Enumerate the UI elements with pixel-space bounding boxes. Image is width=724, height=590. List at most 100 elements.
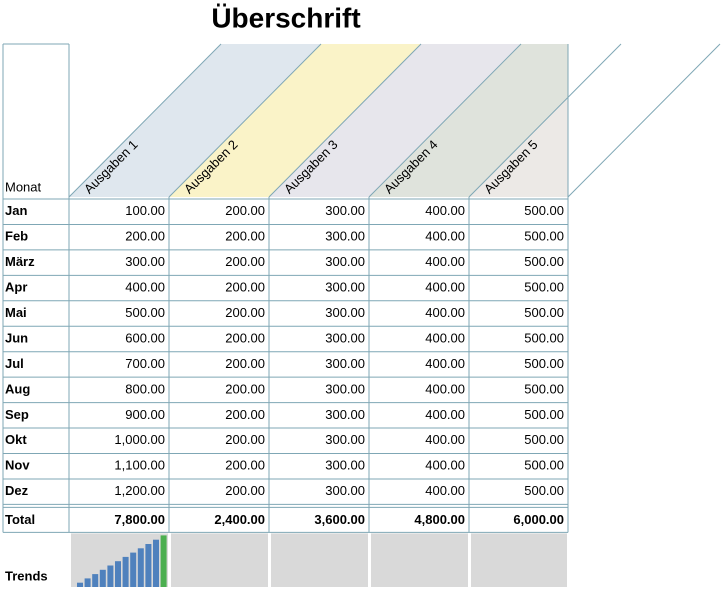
cell-value: 300.00: [325, 330, 365, 345]
trend-cell: [171, 533, 268, 587]
cell-value: 400.00: [425, 203, 465, 218]
cell-value: 700.00: [125, 356, 165, 371]
column-header: Monat: [5, 179, 42, 194]
total-value: 6,000.00: [513, 512, 564, 527]
sparkline-bar: [160, 535, 167, 587]
month-label: Feb: [5, 229, 28, 244]
sparkline-bar: [145, 544, 152, 587]
cell-value: 300.00: [325, 305, 365, 320]
header-diagonal: [268, 43, 422, 198]
month-label: Dez: [5, 483, 29, 498]
sparkline-bar: [77, 582, 83, 587]
sparkline-bar: [92, 574, 99, 587]
cell-value: 300.00: [325, 254, 365, 269]
sparkline-bar: [84, 578, 91, 587]
month-label: Jan: [5, 203, 27, 218]
cell-value: 400.00: [125, 280, 165, 295]
cell-value: 500.00: [524, 229, 564, 244]
cell-value: 100.00: [125, 203, 165, 218]
cell-value: 300.00: [325, 356, 365, 371]
header-diagonal: [168, 43, 322, 198]
header-band: [369, 44, 568, 197]
month-label: Jul: [5, 356, 24, 371]
cell-value: 200.00: [225, 483, 265, 498]
cell-value: 500.00: [524, 483, 564, 498]
total-value: 3,600.00: [314, 512, 365, 527]
sparkline-bar: [137, 548, 144, 587]
cell-value: 200.00: [225, 229, 265, 244]
cell-value: 500.00: [524, 432, 564, 447]
cell-value: 400.00: [425, 458, 465, 473]
cell-value: 500.00: [524, 407, 564, 422]
sparkline-bar: [99, 569, 106, 587]
cell-value: 600.00: [125, 330, 165, 345]
cell-value: 300.00: [325, 432, 365, 447]
cell-value: 200.00: [225, 330, 265, 345]
cell-value: 200.00: [225, 305, 265, 320]
cell-value: 200.00: [225, 458, 265, 473]
cell-value: 400.00: [425, 254, 465, 269]
header-band: [269, 44, 521, 197]
cell-value: 200.00: [225, 407, 265, 422]
cell-value: 900.00: [125, 407, 165, 422]
header-band: [169, 44, 421, 197]
month-label: Sep: [5, 407, 29, 422]
header-band: [69, 44, 321, 197]
trend-cell: [471, 533, 567, 587]
cell-value: 200.00: [125, 229, 165, 244]
sparkline-bar: [153, 539, 159, 587]
cell-value: 300.00: [325, 203, 365, 218]
cell-value: 500.00: [524, 280, 564, 295]
cell-value: 400.00: [425, 381, 465, 396]
cell-value: 300.00: [325, 483, 365, 498]
trends-label: Trends: [5, 568, 48, 583]
sparkline-bar: [122, 556, 129, 587]
sparkline-bar: [115, 561, 121, 587]
cell-value: 500.00: [524, 381, 564, 396]
cell-value: 1,000.00: [114, 432, 165, 447]
cell-value: 300.00: [325, 280, 365, 295]
cell-value: 500.00: [524, 330, 564, 345]
cell-value: 500.00: [524, 254, 564, 269]
cell-value: 300.00: [325, 229, 365, 244]
cell-value: 1,200.00: [114, 483, 165, 498]
cell-value: 200.00: [225, 381, 265, 396]
cell-value: 400.00: [425, 330, 465, 345]
total-value: 4,800.00: [414, 512, 465, 527]
month-label: März: [5, 254, 35, 269]
cell-value: 400.00: [425, 229, 465, 244]
cell-value: 200.00: [225, 203, 265, 218]
cell-value: 300.00: [325, 407, 365, 422]
cell-value: 400.00: [425, 280, 465, 295]
cell-value: 400.00: [425, 407, 465, 422]
cell-value: 300.00: [325, 458, 365, 473]
cell-value: 1,100.00: [114, 458, 165, 473]
cell-value: 200.00: [225, 356, 265, 371]
title: Überschrift: [211, 2, 360, 33]
cell-value: 500.00: [524, 356, 564, 371]
cell-value: 400.00: [425, 483, 465, 498]
sparkline-bar: [130, 552, 137, 587]
month-label: Nov: [5, 458, 30, 473]
trend-cell: [271, 533, 368, 587]
cell-value: 300.00: [325, 381, 365, 396]
cell-value: 400.00: [425, 305, 465, 320]
month-label: Apr: [5, 280, 27, 295]
trend-cell: [371, 533, 468, 587]
month-label: Aug: [5, 381, 30, 396]
header-diagonal: [368, 43, 522, 198]
cell-value: 400.00: [425, 356, 465, 371]
cell-value: 800.00: [125, 381, 165, 396]
month-label: Mai: [5, 305, 27, 320]
cell-value: 400.00: [425, 432, 465, 447]
cell-value: 300.00: [125, 254, 165, 269]
cell-value: 200.00: [225, 432, 265, 447]
total-value: 7,800.00: [114, 512, 165, 527]
header-diagonal: [468, 43, 622, 198]
month-label: Jun: [5, 330, 28, 345]
header-diagonal: [68, 43, 222, 198]
cell-value: 200.00: [225, 254, 265, 269]
month-label: Okt: [5, 432, 27, 447]
cell-value: 200.00: [225, 280, 265, 295]
cell-value: 500.00: [524, 458, 564, 473]
